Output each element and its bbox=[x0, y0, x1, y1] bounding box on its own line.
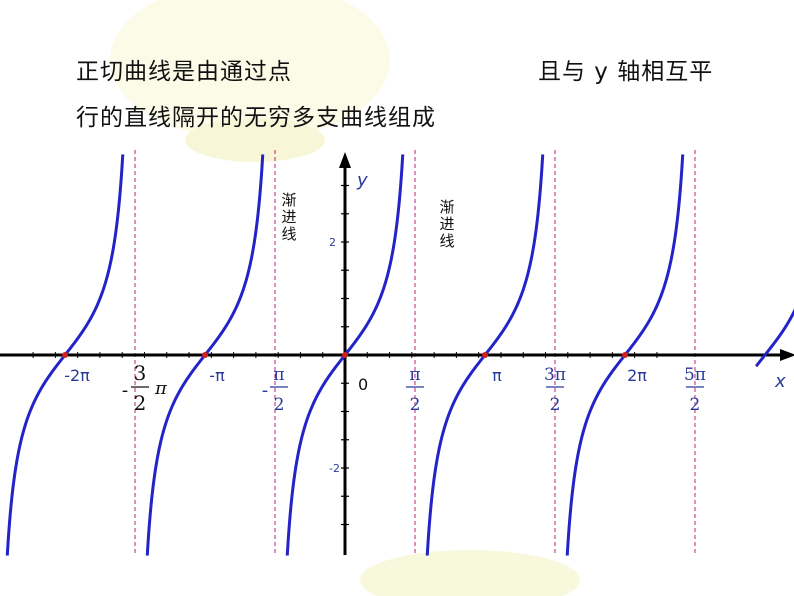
asymptote-annotation-1: 渐进线 bbox=[439, 198, 454, 250]
x-tick-den-4: 2 bbox=[410, 395, 421, 415]
x-tick-label-5: π bbox=[492, 366, 502, 385]
origin-label: 0 bbox=[358, 375, 368, 394]
x-tick-label-7: 2π bbox=[627, 366, 647, 385]
x-tick-num-4: π bbox=[409, 365, 420, 385]
caption-line2: 行的直线隔开的无穷多支曲线组成 bbox=[76, 105, 436, 131]
marked-point-1 bbox=[202, 352, 209, 358]
x-axis-label: x bbox=[774, 371, 786, 392]
y-axis-label: y bbox=[356, 170, 368, 191]
caption-line1-right: 且与 y 轴相互平 bbox=[538, 59, 714, 85]
marked-point-4 bbox=[621, 352, 628, 358]
x-tick-num-6: 3π bbox=[544, 365, 566, 385]
x-tick-num-3: π bbox=[273, 365, 284, 385]
x-tick-label-0: -2π bbox=[64, 366, 90, 385]
x-tick-den-3: 2 bbox=[274, 395, 285, 415]
y-axis-arrow bbox=[339, 152, 351, 168]
caption-line1-left: 正切曲线是由通过点 bbox=[76, 59, 292, 85]
x-tick-label-2: -π bbox=[209, 366, 225, 385]
y-tick-label-0: 2 bbox=[329, 236, 336, 249]
x-tick-num-8: 5π bbox=[684, 365, 706, 385]
marked-point-3 bbox=[481, 352, 488, 358]
asymptote-annotation-0: 渐进线 bbox=[281, 191, 296, 243]
x-tick-sign-1: - bbox=[122, 380, 129, 401]
y-tick-label-1: -2 bbox=[329, 462, 340, 475]
marked-point-2 bbox=[342, 352, 348, 358]
x-axis-arrow bbox=[780, 349, 794, 361]
x-tick-suffix-1: π bbox=[154, 378, 168, 399]
x-tick-den-8: 2 bbox=[690, 395, 701, 415]
tan-branch-partial bbox=[754, 308, 794, 368]
x-tick-num-1: 3 bbox=[134, 361, 147, 385]
x-tick-den-6: 2 bbox=[550, 395, 561, 415]
x-tick-sign-3: - bbox=[262, 380, 269, 401]
marked-point-0 bbox=[62, 352, 69, 358]
x-tick-den-1: 2 bbox=[134, 391, 147, 415]
